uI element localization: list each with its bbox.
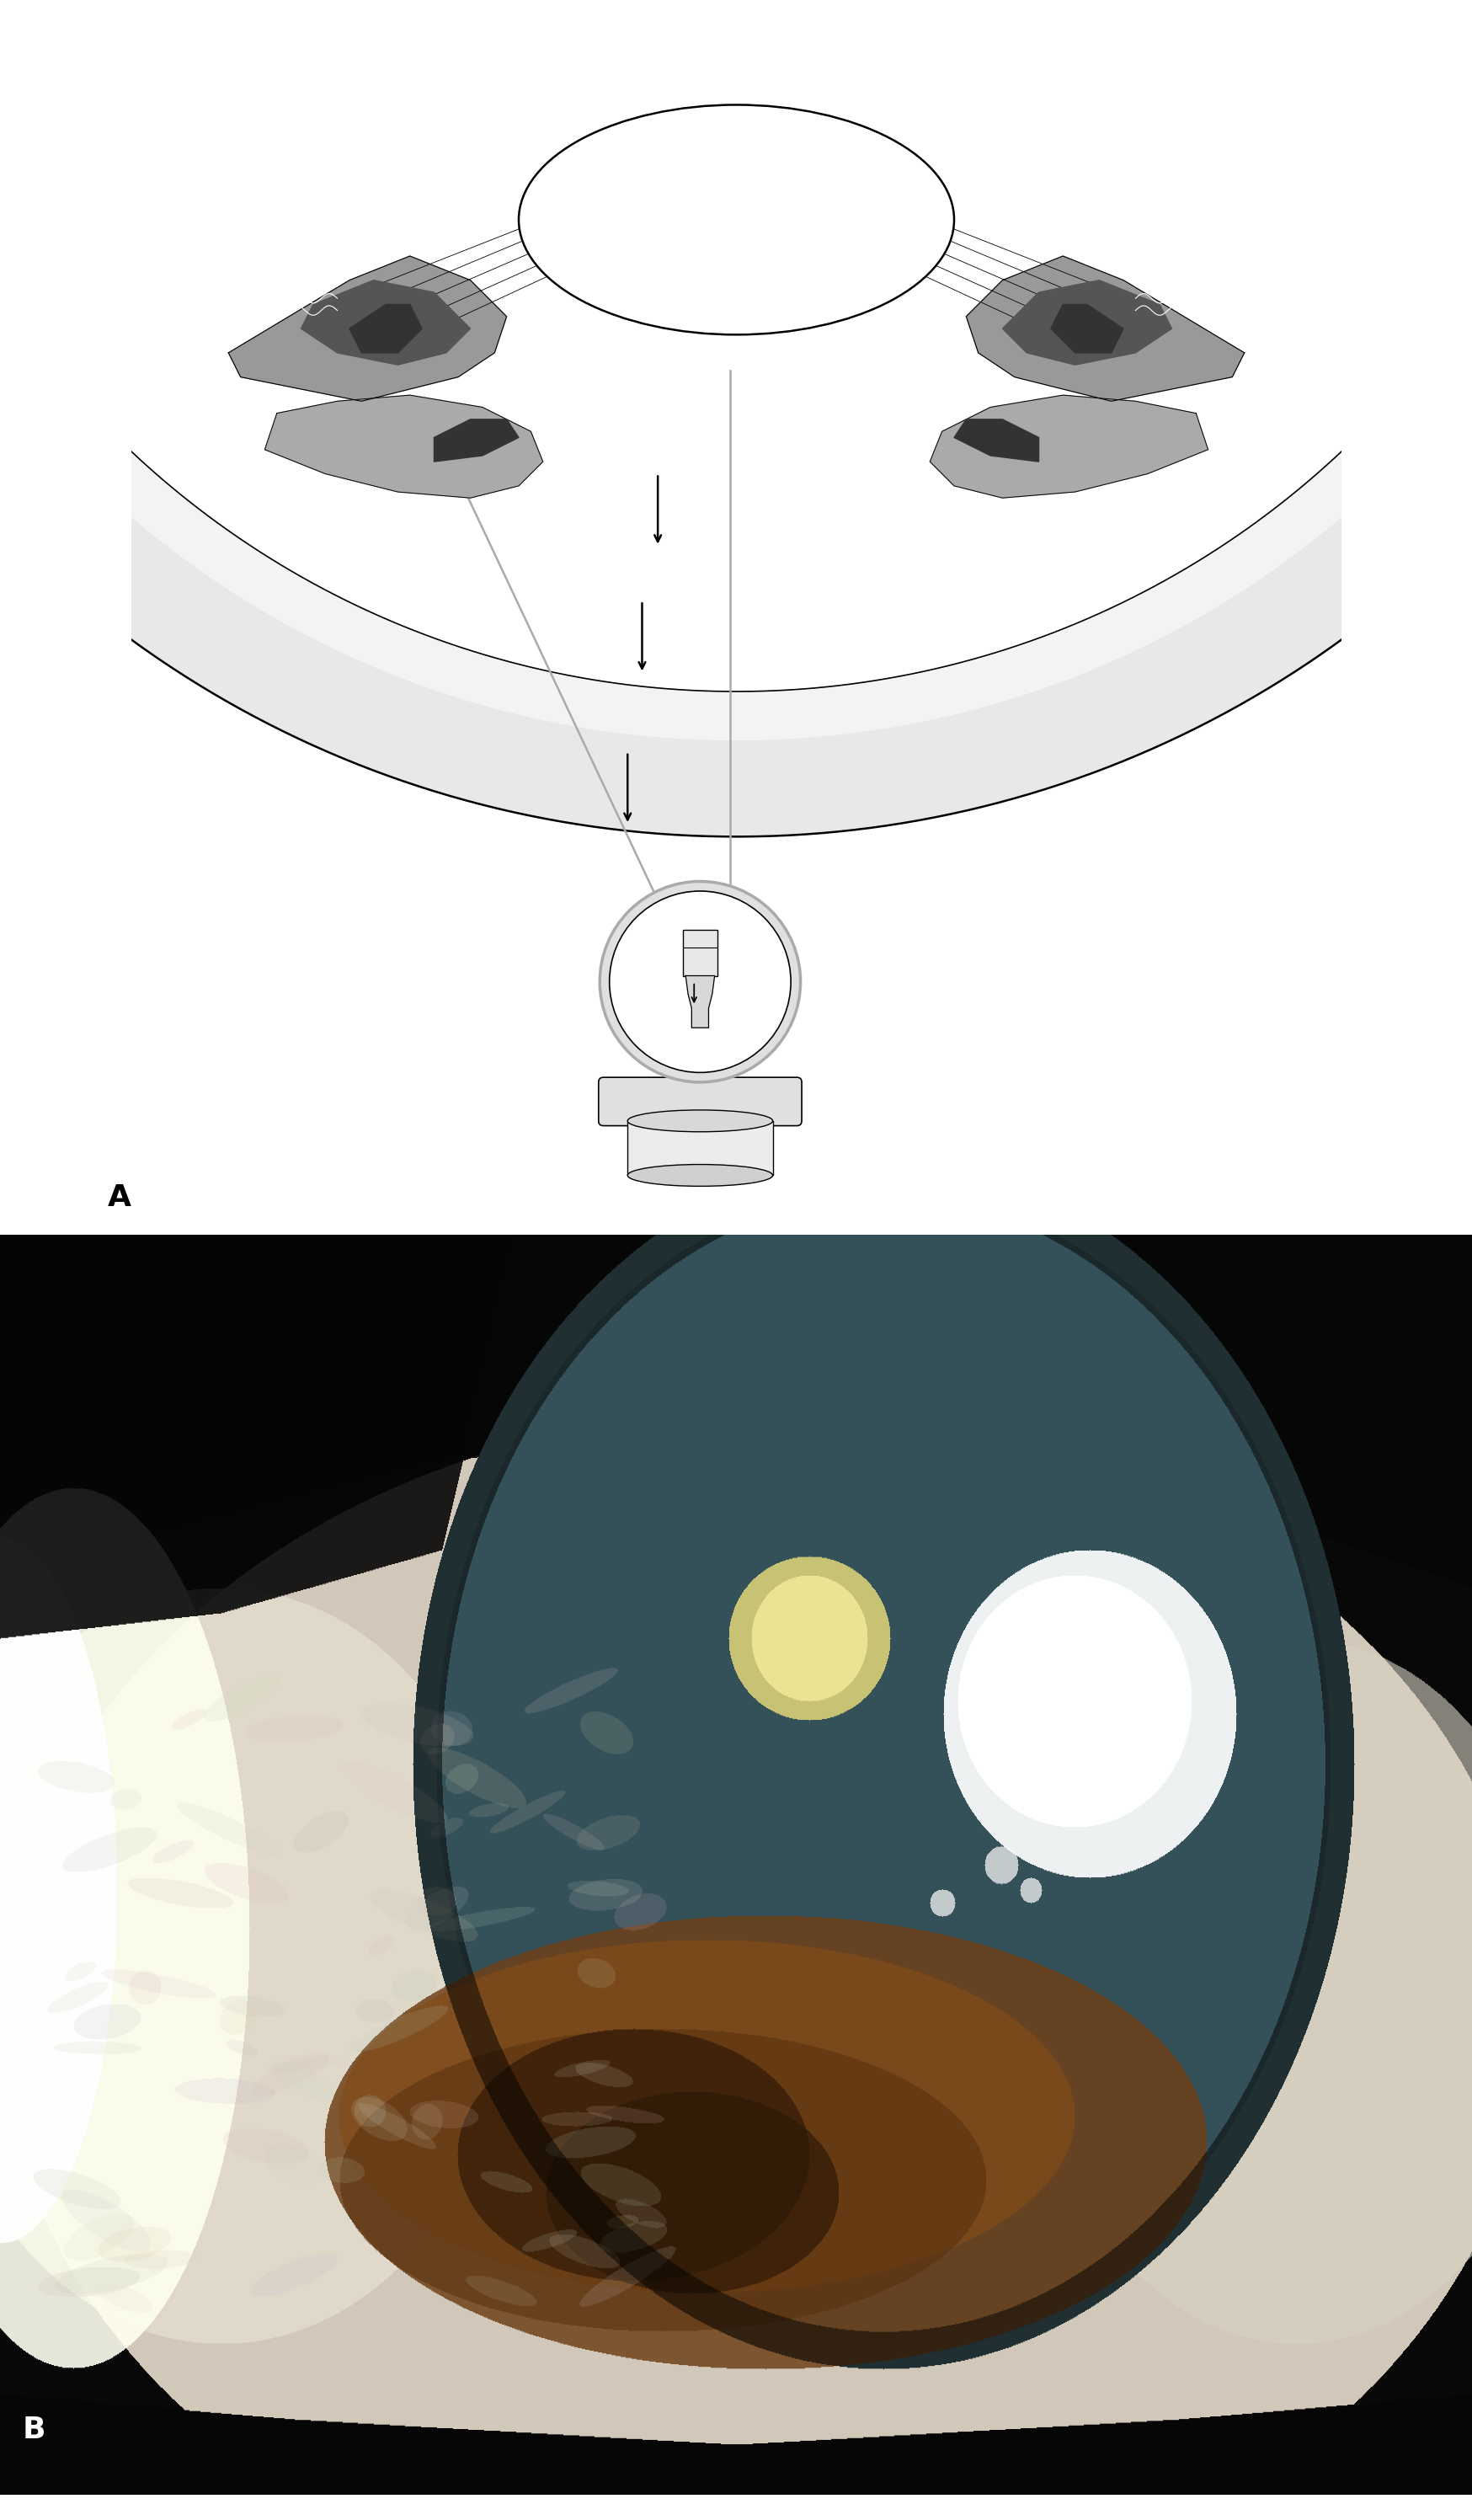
Ellipse shape <box>627 1109 773 1131</box>
Polygon shape <box>929 396 1207 499</box>
Polygon shape <box>228 257 506 401</box>
Polygon shape <box>44 398 1428 741</box>
Polygon shape <box>434 418 518 461</box>
Polygon shape <box>954 418 1038 461</box>
Polygon shape <box>265 396 543 499</box>
Polygon shape <box>349 305 422 353</box>
Polygon shape <box>1050 305 1123 353</box>
Circle shape <box>609 892 790 1074</box>
Ellipse shape <box>627 1164 773 1187</box>
Text: B: B <box>22 2417 46 2444</box>
Polygon shape <box>966 257 1244 401</box>
Polygon shape <box>1002 280 1172 365</box>
Ellipse shape <box>518 106 954 335</box>
FancyBboxPatch shape <box>683 930 717 975</box>
FancyBboxPatch shape <box>627 1121 773 1174</box>
Polygon shape <box>686 975 714 1028</box>
FancyBboxPatch shape <box>598 1079 801 1126</box>
Circle shape <box>599 882 801 1081</box>
Polygon shape <box>0 194 1472 837</box>
Polygon shape <box>300 280 470 365</box>
Text: A: A <box>107 1182 131 1212</box>
